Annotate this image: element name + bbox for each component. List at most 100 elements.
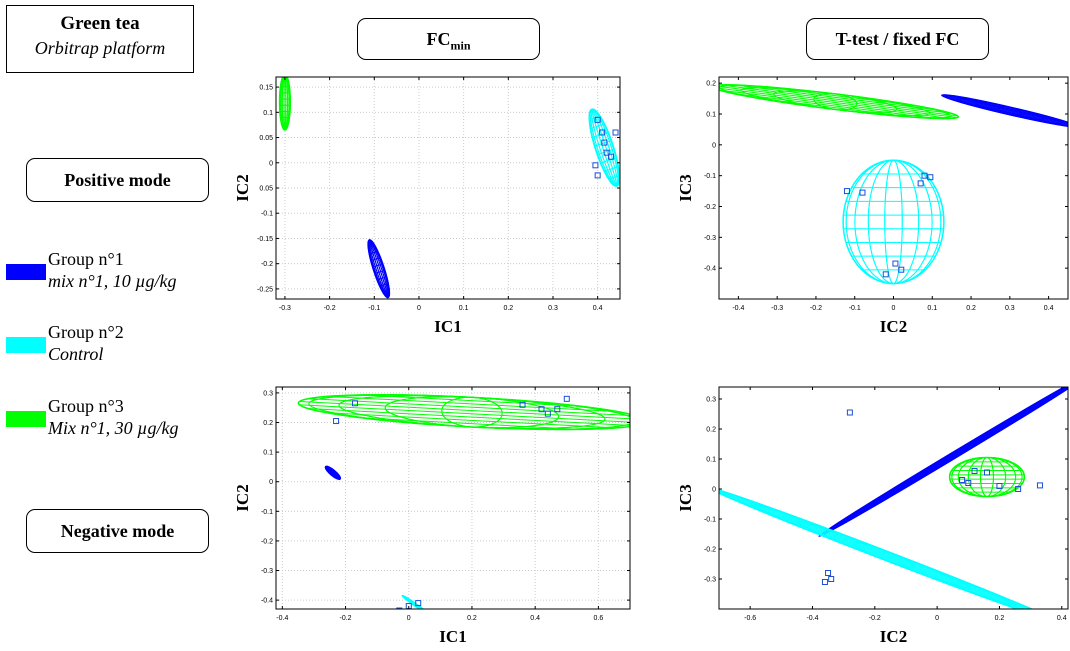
x-tick-label: -0.1 [849, 305, 861, 312]
y-tick-label: 0.1 [706, 112, 716, 119]
ellipse-group-2 [588, 108, 620, 187]
x-tick-label: -0.6 [744, 615, 756, 622]
y-tick-label: -0.2 [704, 547, 716, 554]
legend-sublabel-group-2: Control [48, 344, 104, 364]
y-tick-label: 0.1 [706, 457, 716, 464]
ellipse-outline [297, 394, 630, 431]
data-point [612, 129, 619, 136]
y-tick-label: -0.25 [257, 286, 273, 293]
x-tick-label: -0.3 [771, 305, 783, 312]
y-tick-label: -0.15 [257, 236, 273, 243]
x-tick-label: 0.3 [1005, 305, 1015, 312]
legend-label-group-3: Group n°3 [48, 396, 124, 416]
ellipse-mesh-parallel [590, 123, 605, 130]
ellipse-mesh-parallel [594, 140, 612, 147]
ellipse-mesh-parallel [719, 492, 1049, 609]
ellipse-mesh-parallel [733, 84, 939, 111]
ellipse-mesh-parallel [719, 489, 1050, 609]
ellipse-group-1 [818, 387, 1068, 538]
y-tick-label: -0.2 [261, 261, 273, 268]
x-tick-label: 0 [935, 615, 939, 622]
x-tick-label: -0.2 [340, 615, 352, 622]
legend-label-group-1: Group n°1 [48, 249, 124, 269]
ellipse-mesh-parallel [719, 84, 952, 114]
legend-swatch-group-1 [6, 264, 46, 280]
x-axis-label: IC2 [880, 627, 907, 646]
y-tick-label: 0.2 [706, 427, 716, 434]
x-tick-label: 0 [892, 305, 896, 312]
plot-frame [718, 386, 1069, 610]
ellipse-mesh-parallel [382, 289, 390, 293]
ellipse-group-2 [719, 487, 1060, 609]
x-tick-label: -0.2 [324, 305, 336, 312]
row-label-negative-mode: Negative mode [26, 509, 209, 553]
ellipse-mesh-parallel [819, 387, 1068, 536]
ellipse-mesh-parallel [952, 99, 1067, 127]
y-tick-label: 0.2 [263, 420, 273, 427]
data-point [921, 172, 928, 179]
ellipse-mesh-parallel [328, 395, 617, 413]
x-tick-label: 0.4 [1057, 615, 1067, 622]
ellipse-mesh-parallel [758, 85, 914, 106]
ellipse-mesh-parallel [719, 86, 958, 119]
ellipse-outline [842, 159, 945, 285]
x-tick-label: 0.1 [459, 305, 469, 312]
y-tick-label: 0.05 [259, 186, 273, 193]
data-point [898, 266, 905, 273]
legend-label-group-2: Group n°2 [48, 322, 124, 342]
data-point [333, 418, 340, 425]
x-tick-label: 0.2 [966, 305, 976, 312]
x-axis-label: IC1 [439, 627, 466, 646]
data-point [538, 406, 545, 413]
y-tick-label: -0.2 [261, 538, 273, 545]
y-tick-label: 0.2 [706, 81, 716, 88]
data-point [892, 260, 899, 267]
ellipse-outline [941, 94, 1068, 128]
ellipse-mesh-meridian [957, 457, 1017, 497]
ellipse-mesh-parallel [840, 387, 1064, 522]
y-tick-label: -0.1 [704, 517, 716, 524]
ellipse-mesh-parallel [325, 466, 341, 480]
data-point [882, 271, 889, 278]
y-tick-label: -0.1 [261, 211, 273, 218]
data-point [592, 162, 599, 169]
data-point [601, 139, 608, 146]
y-tick-label: -0.1 [261, 509, 273, 516]
ellipse-mesh-meridian [867, 159, 920, 285]
legend-sublabel-group-3: Mix n°1, 30 µg/kg [48, 418, 179, 438]
ellipse-mesh-parallel [363, 394, 582, 407]
ellipse-mesh-parallel [325, 467, 340, 480]
x-tick-label: -0.2 [810, 305, 822, 312]
ellipse-mesh-parallel [369, 250, 378, 255]
ellipse-mesh-meridian [384, 396, 560, 429]
column-header-ttest: T-test / fixed FC [806, 18, 989, 60]
ellipse-mesh-parallel [945, 94, 1068, 126]
data-point [594, 116, 601, 123]
data-point [1015, 486, 1022, 492]
plot-frame [275, 386, 631, 610]
ellipse-mesh-parallel [719, 487, 1058, 609]
chart-panel-positive-ttest: -0.4 -0.3 -0.2 -0.1 0 0.1 0.2 0.3 0.4 0.2 0.1 0 -0.1… [676, 76, 1069, 336]
data-point [917, 180, 924, 187]
ellipse-mesh-parallel [308, 398, 630, 417]
y-tick-label: -0.3 [704, 235, 716, 242]
data-point [396, 607, 403, 609]
ellipse-outline [588, 108, 620, 187]
y-tick-label: -0.2 [704, 204, 716, 211]
data-point [859, 189, 866, 196]
x-tick-label: 0.4 [1044, 305, 1054, 312]
ellipse-mesh-meridian [308, 394, 630, 430]
x-tick-label: 0.4 [530, 615, 540, 622]
data-point [825, 570, 832, 576]
ellipse-outline [948, 456, 1026, 498]
data-point [544, 410, 551, 417]
x-tick-label: -0.4 [276, 615, 288, 622]
x-tick-label: 0.2 [503, 305, 513, 312]
x-tick-label: 0.2 [467, 615, 477, 622]
y-tick-label: 0 [269, 160, 273, 167]
data-point [965, 480, 972, 486]
data-point [1036, 482, 1043, 489]
data-point [563, 395, 570, 402]
ellipse-group-1 [941, 94, 1068, 128]
